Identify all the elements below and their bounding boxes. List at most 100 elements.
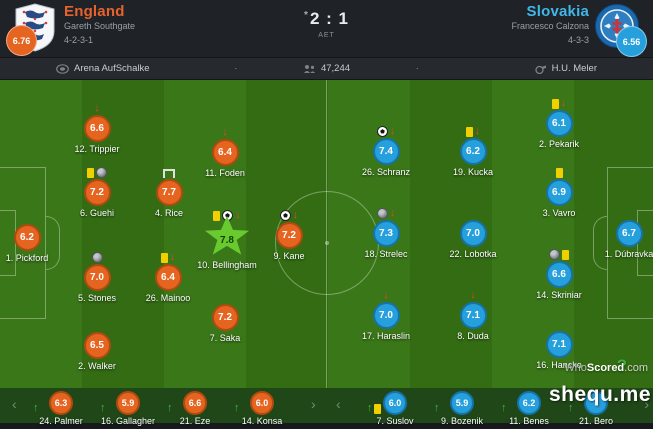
attendance-icon bbox=[303, 64, 316, 74]
player-rating-badge bbox=[584, 391, 608, 415]
bench-player[interactable]: ↑ 6.2 11. Benes bbox=[489, 391, 569, 426]
player-rating-badge: 6.4 bbox=[211, 139, 239, 166]
player-label: 26. Schranz bbox=[361, 167, 411, 177]
bench-player[interactable]: ↑ 6.3 24. Palmer bbox=[21, 391, 101, 426]
bench-player[interactable]: ↑ 5.9 9. Bozenik bbox=[422, 391, 502, 426]
woodwork-icon bbox=[163, 169, 175, 178]
center-spot bbox=[325, 241, 329, 245]
score-text: 2 : 1 bbox=[309, 9, 349, 28]
player-label: 1. Pickford bbox=[5, 253, 49, 263]
player-label: 8. Duda bbox=[457, 331, 489, 341]
player-status-icons bbox=[428, 206, 518, 219]
player-status-icons bbox=[124, 165, 214, 178]
yellow-card-icon bbox=[465, 127, 473, 137]
player-status-icons bbox=[180, 290, 270, 303]
player-marker[interactable]: 6.2 1. Pickford bbox=[0, 210, 72, 263]
player-label: 9. Bozenik bbox=[440, 416, 484, 426]
player-marker[interactable]: 6.5 2. Walker bbox=[52, 318, 142, 371]
player-label: 19. Kucka bbox=[452, 167, 494, 177]
player-marker[interactable]: 7.0 5. Stones bbox=[52, 250, 142, 303]
player-label: 12. Trippier bbox=[74, 144, 120, 154]
yellow-card-icon bbox=[213, 211, 221, 221]
player-rating-badge: 6.2 bbox=[517, 391, 541, 415]
player-marker[interactable]: ↓ 6.2 19. Kucka bbox=[428, 124, 518, 178]
player-label: 7. Saka bbox=[209, 333, 241, 343]
player-marker[interactable]: ↓ 7.2 9. Kane bbox=[244, 208, 334, 262]
bench-status-icons: ↑ bbox=[167, 403, 173, 414]
player-marker[interactable]: ↓ 6.6 12. Trippier bbox=[52, 101, 142, 155]
player-marker[interactable]: ↓ 7.4 26. Schranz bbox=[341, 124, 431, 178]
home-team-name[interactable]: England bbox=[64, 3, 125, 20]
player-status-icons: ↓ bbox=[52, 101, 142, 114]
bench-status-icons: ↑ bbox=[434, 403, 440, 414]
player-status-icons: ↓ bbox=[341, 124, 431, 137]
player-label: 7. Suslov bbox=[376, 416, 414, 426]
player-marker[interactable]: 7.2 7. Saka bbox=[180, 290, 270, 343]
bench-prev-away-button[interactable]: ‹ bbox=[336, 396, 341, 412]
player-rating-badge: 6.3 bbox=[49, 391, 73, 415]
sub-on-arrow-icon: ↑ bbox=[568, 402, 574, 414]
whoscored-text-part: Who bbox=[564, 362, 587, 374]
bench-next-away-button[interactable]: › bbox=[644, 396, 649, 412]
player-label: 1. Dúbravka bbox=[604, 249, 653, 259]
assist-icon bbox=[91, 252, 103, 263]
bench-player[interactable]: ↑ 6.0 14. Konsa bbox=[222, 391, 302, 426]
referee-name: H.U. Meler bbox=[551, 63, 597, 74]
player-marker[interactable]: ↓ 7.0 17. Haraslin bbox=[341, 288, 431, 342]
player-marker[interactable]: 7.0 22. Lobotka bbox=[428, 206, 518, 259]
bench-next-home-button[interactable]: › bbox=[311, 396, 316, 412]
sub-off-arrow-icon: ↓ bbox=[292, 209, 299, 221]
bench-player[interactable]: ↑ 6.0 7. Suslov bbox=[355, 391, 435, 426]
player-label: 18. Strelec bbox=[364, 249, 408, 259]
bench-player[interactable]: ↑ 21. Bero bbox=[556, 391, 636, 426]
assist-icon bbox=[96, 167, 107, 178]
player-label: 2. Pekarik bbox=[538, 139, 580, 149]
bench-player[interactable]: ↑ 5.9 16. Gallagher bbox=[88, 391, 168, 426]
yellow-card-icon bbox=[555, 168, 563, 178]
sub-off-arrow-icon: ↓ bbox=[169, 251, 176, 263]
bench-status-icons: ↑ bbox=[33, 403, 39, 414]
player-status-icons bbox=[514, 165, 604, 178]
bench-prev-home-button[interactable]: ‹ bbox=[12, 396, 17, 412]
player-rating-badge: 7.2 bbox=[275, 222, 303, 249]
match-info-bar: Arena AufSchalke · 47,244 · H. bbox=[0, 57, 653, 80]
player-marker[interactable]: 6.6 14. Skriniar bbox=[514, 247, 604, 300]
player-rating-badge: 6.2 bbox=[459, 138, 487, 165]
player-marker[interactable]: 7.2 6. Guehi bbox=[52, 165, 142, 218]
player-marker[interactable]: 6.9 3. Vavro bbox=[514, 165, 604, 218]
player-label: 9. Kane bbox=[273, 251, 305, 261]
player-marker[interactable]: ↓ 6.1 2. Pekarik bbox=[514, 96, 604, 150]
player-marker[interactable]: ↓ 6.4 26. Mainoo bbox=[123, 250, 213, 304]
yellow-card-icon bbox=[562, 250, 569, 260]
player-rating-badge: 5.9 bbox=[116, 391, 140, 415]
player-label: 2. Walker bbox=[78, 361, 116, 371]
player-rating-badge: 6.5 bbox=[83, 332, 111, 359]
player-rating-badge: 7.0 bbox=[83, 264, 111, 291]
player-marker[interactable]: ↓ 7.1 8. Duda bbox=[428, 288, 518, 342]
sub-off-arrow-icon: ↓ bbox=[235, 209, 241, 221]
away-team-name[interactable]: Slovakia bbox=[526, 3, 589, 20]
player-label: 5. Stones bbox=[77, 293, 117, 303]
home-team-rating-badge: 6.76 bbox=[6, 25, 37, 56]
player-marker[interactable]: 6.7 1. Dúbravka bbox=[584, 206, 653, 259]
player-label: 11. Foden bbox=[205, 168, 245, 178]
player-rating-badge: 7.7 bbox=[155, 179, 183, 206]
player-label: 24. Palmer bbox=[39, 416, 83, 426]
player-marker[interactable]: 7.7 4. Rice bbox=[124, 165, 214, 218]
player-rating-badge: 7.1 bbox=[459, 302, 487, 329]
away-manager: Francesco Calzona bbox=[511, 21, 589, 31]
away-formation: 4-3-3 bbox=[567, 35, 589, 45]
home-formation: 4-2-3-1 bbox=[64, 35, 94, 45]
player-marker[interactable]: ↓ 7.8 10. Bellingham bbox=[182, 208, 272, 271]
sub-off-arrow-icon: ↓ bbox=[470, 289, 476, 301]
player-marker[interactable]: ↓ 6.4 11. Foden bbox=[180, 125, 270, 179]
player-status-icons: ↓ bbox=[428, 124, 518, 137]
player-rating-badge: 7.3 bbox=[372, 220, 400, 247]
player-rating-badge: 6.2 bbox=[13, 224, 41, 251]
player-marker[interactable]: 7.1 16. Hancko bbox=[514, 317, 604, 370]
player-label: 10. Bellingham bbox=[197, 260, 257, 270]
player-marker[interactable]: ↓ 7.3 18. Strelec bbox=[341, 206, 431, 260]
yellow-card-icon bbox=[551, 99, 559, 109]
bench-player[interactable]: ↑ 6.6 21. Eze bbox=[155, 391, 235, 426]
